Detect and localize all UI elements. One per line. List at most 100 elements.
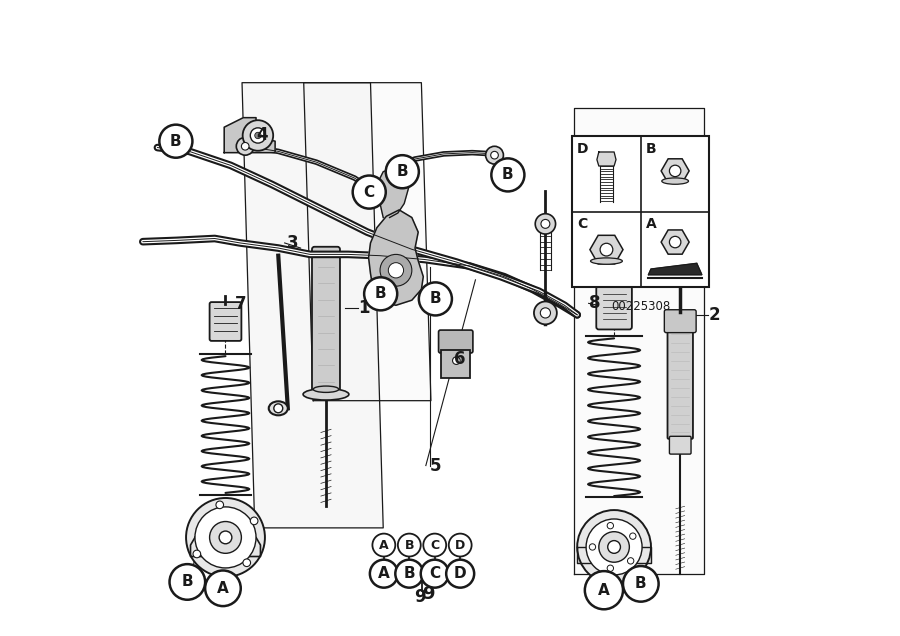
- Text: 7: 7: [235, 295, 247, 313]
- FancyBboxPatch shape: [670, 436, 691, 454]
- Circle shape: [491, 151, 499, 159]
- Circle shape: [364, 277, 397, 310]
- Circle shape: [668, 230, 693, 256]
- Text: B: B: [375, 286, 386, 301]
- Circle shape: [486, 146, 503, 164]
- Ellipse shape: [590, 258, 623, 265]
- Text: C: C: [429, 566, 440, 581]
- Text: B: B: [170, 134, 182, 149]
- Circle shape: [491, 158, 525, 191]
- Ellipse shape: [303, 389, 349, 400]
- Text: 00225308: 00225308: [611, 300, 670, 313]
- Polygon shape: [577, 547, 651, 563]
- Circle shape: [590, 544, 596, 550]
- Circle shape: [195, 507, 256, 568]
- Circle shape: [608, 565, 614, 571]
- Text: B: B: [646, 142, 656, 156]
- Polygon shape: [648, 263, 702, 275]
- Polygon shape: [224, 118, 275, 153]
- Text: B: B: [403, 566, 415, 581]
- Text: 6: 6: [454, 350, 466, 368]
- Circle shape: [243, 120, 274, 151]
- Ellipse shape: [313, 386, 338, 392]
- Text: A: A: [378, 566, 390, 581]
- Circle shape: [453, 357, 460, 364]
- Circle shape: [608, 523, 614, 529]
- Text: B: B: [635, 576, 646, 591]
- Circle shape: [670, 165, 681, 177]
- Circle shape: [169, 564, 205, 600]
- Circle shape: [600, 243, 613, 256]
- Circle shape: [627, 558, 634, 564]
- Text: D: D: [455, 539, 465, 551]
- Text: 9: 9: [422, 585, 435, 603]
- Polygon shape: [191, 537, 260, 556]
- Circle shape: [586, 519, 642, 575]
- Circle shape: [250, 517, 258, 525]
- Text: C: C: [364, 184, 374, 200]
- Circle shape: [380, 254, 412, 286]
- Circle shape: [541, 219, 550, 228]
- Circle shape: [216, 501, 223, 509]
- FancyBboxPatch shape: [441, 350, 471, 378]
- Circle shape: [373, 534, 395, 556]
- Ellipse shape: [662, 178, 688, 184]
- Text: 2: 2: [708, 306, 720, 324]
- FancyBboxPatch shape: [664, 310, 696, 333]
- Circle shape: [219, 531, 232, 544]
- Circle shape: [540, 308, 551, 318]
- Circle shape: [608, 541, 620, 553]
- Circle shape: [255, 132, 261, 139]
- Text: D: D: [454, 566, 466, 581]
- Polygon shape: [574, 108, 705, 574]
- Text: A: A: [598, 583, 610, 598]
- Circle shape: [388, 263, 403, 278]
- Circle shape: [210, 522, 241, 553]
- Circle shape: [585, 571, 623, 609]
- Text: A: A: [379, 539, 389, 551]
- Circle shape: [420, 560, 449, 588]
- Circle shape: [623, 566, 659, 602]
- Text: 8: 8: [589, 294, 600, 312]
- Circle shape: [395, 560, 423, 588]
- FancyBboxPatch shape: [210, 302, 241, 341]
- Circle shape: [243, 559, 250, 567]
- Text: 5: 5: [429, 457, 441, 474]
- Polygon shape: [303, 83, 431, 401]
- Text: A: A: [646, 217, 657, 231]
- FancyBboxPatch shape: [668, 328, 693, 439]
- Circle shape: [237, 137, 254, 155]
- Circle shape: [449, 534, 472, 556]
- Ellipse shape: [269, 401, 288, 415]
- Circle shape: [250, 128, 266, 143]
- Text: D: D: [676, 238, 685, 248]
- Bar: [572, 136, 709, 287]
- Text: B: B: [182, 574, 194, 590]
- Text: B: B: [429, 291, 441, 307]
- Circle shape: [398, 534, 420, 556]
- Circle shape: [598, 532, 629, 562]
- Text: A: A: [217, 581, 229, 596]
- Circle shape: [630, 533, 636, 539]
- Polygon shape: [242, 83, 383, 528]
- Circle shape: [186, 498, 265, 577]
- Circle shape: [274, 404, 283, 413]
- Circle shape: [418, 282, 452, 315]
- Text: 3: 3: [286, 234, 298, 252]
- Text: 9: 9: [414, 588, 426, 605]
- Circle shape: [536, 214, 555, 234]
- Circle shape: [670, 237, 681, 248]
- Text: B: B: [397, 164, 408, 179]
- Circle shape: [241, 142, 249, 150]
- Polygon shape: [377, 167, 409, 218]
- Polygon shape: [597, 152, 616, 166]
- Circle shape: [577, 510, 651, 584]
- Circle shape: [353, 176, 386, 209]
- Text: B: B: [502, 167, 514, 183]
- Circle shape: [193, 550, 201, 558]
- Text: 4: 4: [256, 126, 267, 144]
- Polygon shape: [369, 210, 423, 305]
- Circle shape: [423, 534, 446, 556]
- FancyBboxPatch shape: [312, 247, 340, 392]
- Text: C: C: [430, 539, 439, 551]
